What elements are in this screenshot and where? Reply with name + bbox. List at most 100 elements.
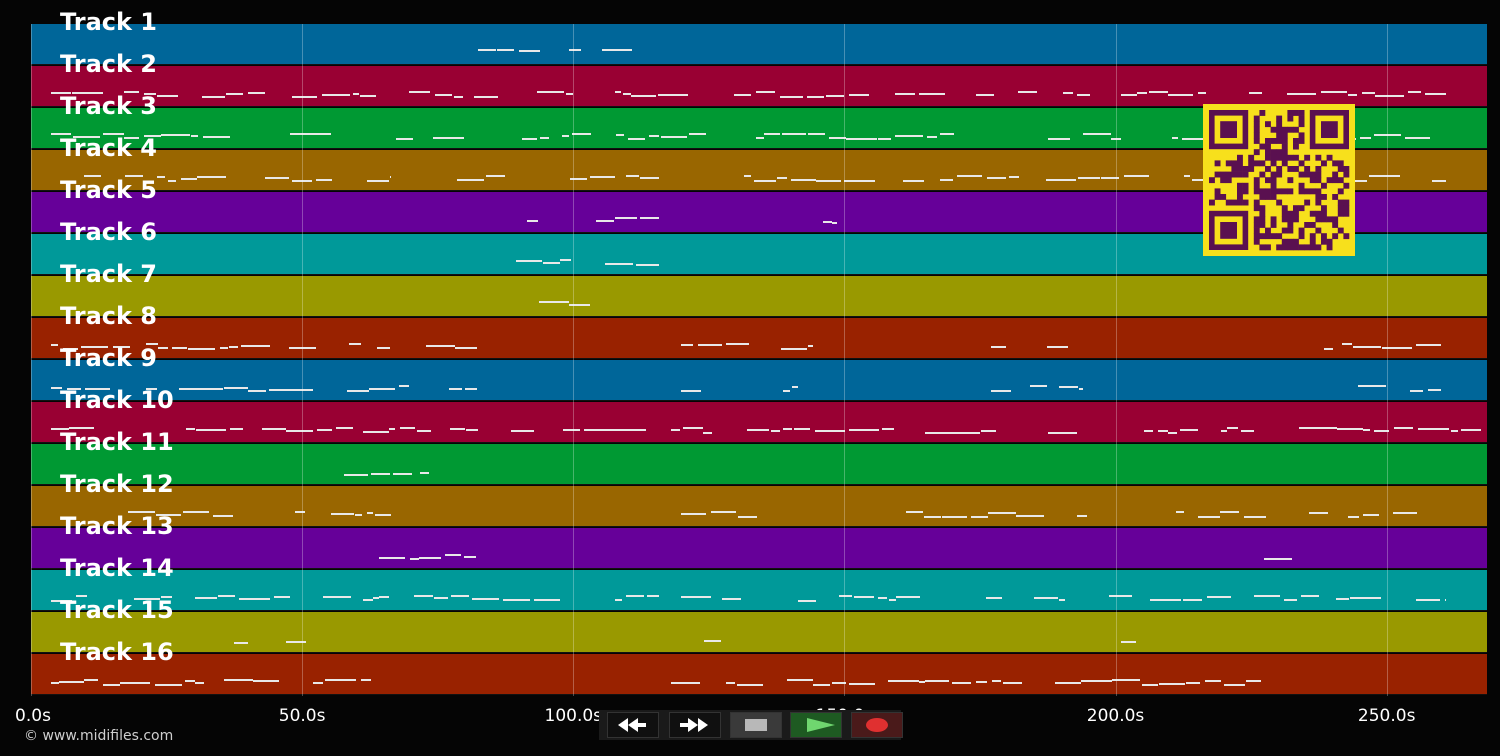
midi-note [878,597,887,599]
midi-note [1369,175,1400,177]
midi-note [379,557,405,559]
track-label: Track 5 [60,176,158,204]
midi-note [1343,180,1367,182]
midi-note [562,135,569,137]
midi-note [292,180,312,182]
midi-note [1299,427,1313,429]
midi-note [590,176,615,178]
midi-note [449,388,462,390]
midi-note [344,474,368,476]
midi-note [1350,597,1381,599]
midi-note [647,595,659,597]
time-tick-label: 200.0s [1086,706,1145,726]
midi-note [323,596,351,598]
midi-note [572,133,591,135]
midi-note [369,388,395,390]
midi-note [781,348,807,350]
midi-note [816,180,841,182]
stop-button[interactable] [730,712,782,738]
midi-note [1168,432,1177,434]
midi-note [353,93,359,95]
midi-note [1363,429,1370,431]
midi-note [1198,516,1220,518]
midi-note [63,348,78,350]
transport-controls [599,710,903,740]
midi-note [605,263,633,265]
midi-note [1198,92,1206,94]
midi-note [1410,390,1423,392]
midi-note [1168,94,1193,96]
midi-note [681,513,706,515]
midi-note [896,596,920,598]
midi-note [737,684,763,686]
midi-note [734,94,751,96]
midi-note [360,95,376,97]
rewind-button[interactable] [607,712,659,738]
midi-note [1408,91,1421,93]
midi-note [1284,599,1297,601]
midi-note [1142,684,1158,686]
track-lane [31,654,1487,695]
track-label: Track 6 [60,218,158,246]
midi-note [1220,511,1239,513]
midi-note [1101,177,1119,179]
midi-note [1030,385,1047,387]
midi-note [124,91,139,93]
midi-note [349,343,361,345]
midi-note [726,343,749,345]
midi-note [497,49,514,51]
midi-note [1077,94,1090,96]
time-tick-label: 250.0s [1357,706,1416,726]
midi-note [213,515,233,517]
midi-note [563,429,580,431]
midi-note [1418,428,1449,430]
qr-code-graphic [1209,110,1350,251]
midi-note [248,390,266,392]
midi-note [527,220,538,222]
midi-note [1254,595,1280,597]
midi-note [1375,95,1404,97]
midi-note [987,177,1006,179]
midi-note [399,385,409,387]
midi-note [615,91,621,93]
midi-note [289,347,316,349]
record-button[interactable] [851,712,903,738]
midi-note [465,388,477,390]
midi-note [286,641,306,643]
midi-note [783,390,790,392]
midi-note [191,135,198,137]
midi-note [239,598,270,600]
midi-note [615,217,637,219]
midi-note [519,50,540,52]
midi-note [511,430,534,432]
midi-note [396,138,413,140]
midi-note [445,554,461,556]
midi-note [927,136,937,138]
play-icon [807,718,835,732]
midi-note [157,176,165,178]
midi-note [1186,682,1200,684]
midi-note [626,175,639,177]
play-button[interactable] [790,712,842,738]
midi-note [791,179,816,181]
midi-note [1018,91,1037,93]
midi-note [849,429,862,431]
midi-note [51,600,72,602]
midi-note [849,94,869,96]
midi-note [1309,512,1328,514]
track-label: Track 4 [60,134,158,162]
midi-note [363,599,373,601]
midi-note [566,93,573,95]
midi-note [1046,179,1076,181]
fast-forward-button[interactable] [669,712,721,738]
midi-note [1055,682,1081,684]
midi-note [186,428,195,430]
midi-note [991,346,1006,348]
track-lane [31,318,1487,359]
midi-note [295,511,305,513]
midi-note [1063,92,1073,94]
midi-note [1172,137,1178,139]
track-lane [31,66,1487,107]
midi-note [72,92,103,94]
midi-note [1034,597,1058,599]
